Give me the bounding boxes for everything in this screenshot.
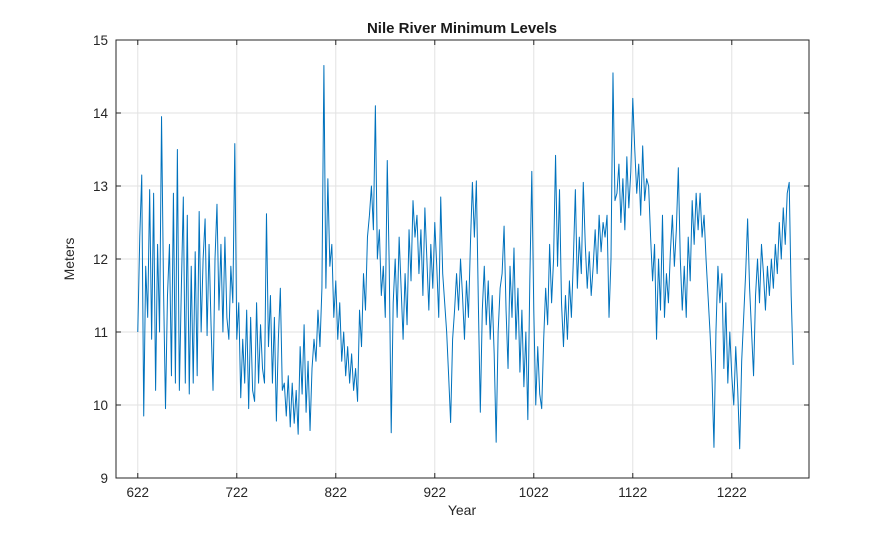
x-tick-labels: 622 722 822 922 1022 1122 1222: [127, 485, 747, 500]
y-tick-labels: 9 10 11 12 13 14 15: [93, 33, 109, 486]
x-tick-label: 922: [424, 485, 447, 500]
x-tick-label: 722: [226, 485, 249, 500]
axis-ticks: [116, 39, 809, 479]
y-tick-label: 13: [93, 179, 108, 194]
chart-title: Nile River Minimum Levels: [367, 20, 557, 37]
y-tick-label: 15: [93, 33, 108, 48]
x-tick-label: 1122: [618, 485, 647, 500]
y-tick-label: 14: [93, 106, 109, 121]
nile-series-line: [137, 65, 794, 450]
x-tick-label: 622: [127, 485, 150, 500]
x-tick-label: 1222: [717, 485, 747, 500]
x-axis-label: Year: [448, 502, 477, 518]
y-tick-label: 12: [93, 252, 108, 267]
gridlines: [116, 40, 809, 478]
x-tick-label: 1022: [519, 485, 549, 500]
y-tick-label: 9: [100, 471, 108, 486]
y-tick-label: 11: [94, 325, 108, 340]
x-tick-label: 822: [325, 485, 348, 500]
y-axis-label: Meters: [61, 238, 77, 281]
y-tick-label: 10: [93, 398, 108, 413]
